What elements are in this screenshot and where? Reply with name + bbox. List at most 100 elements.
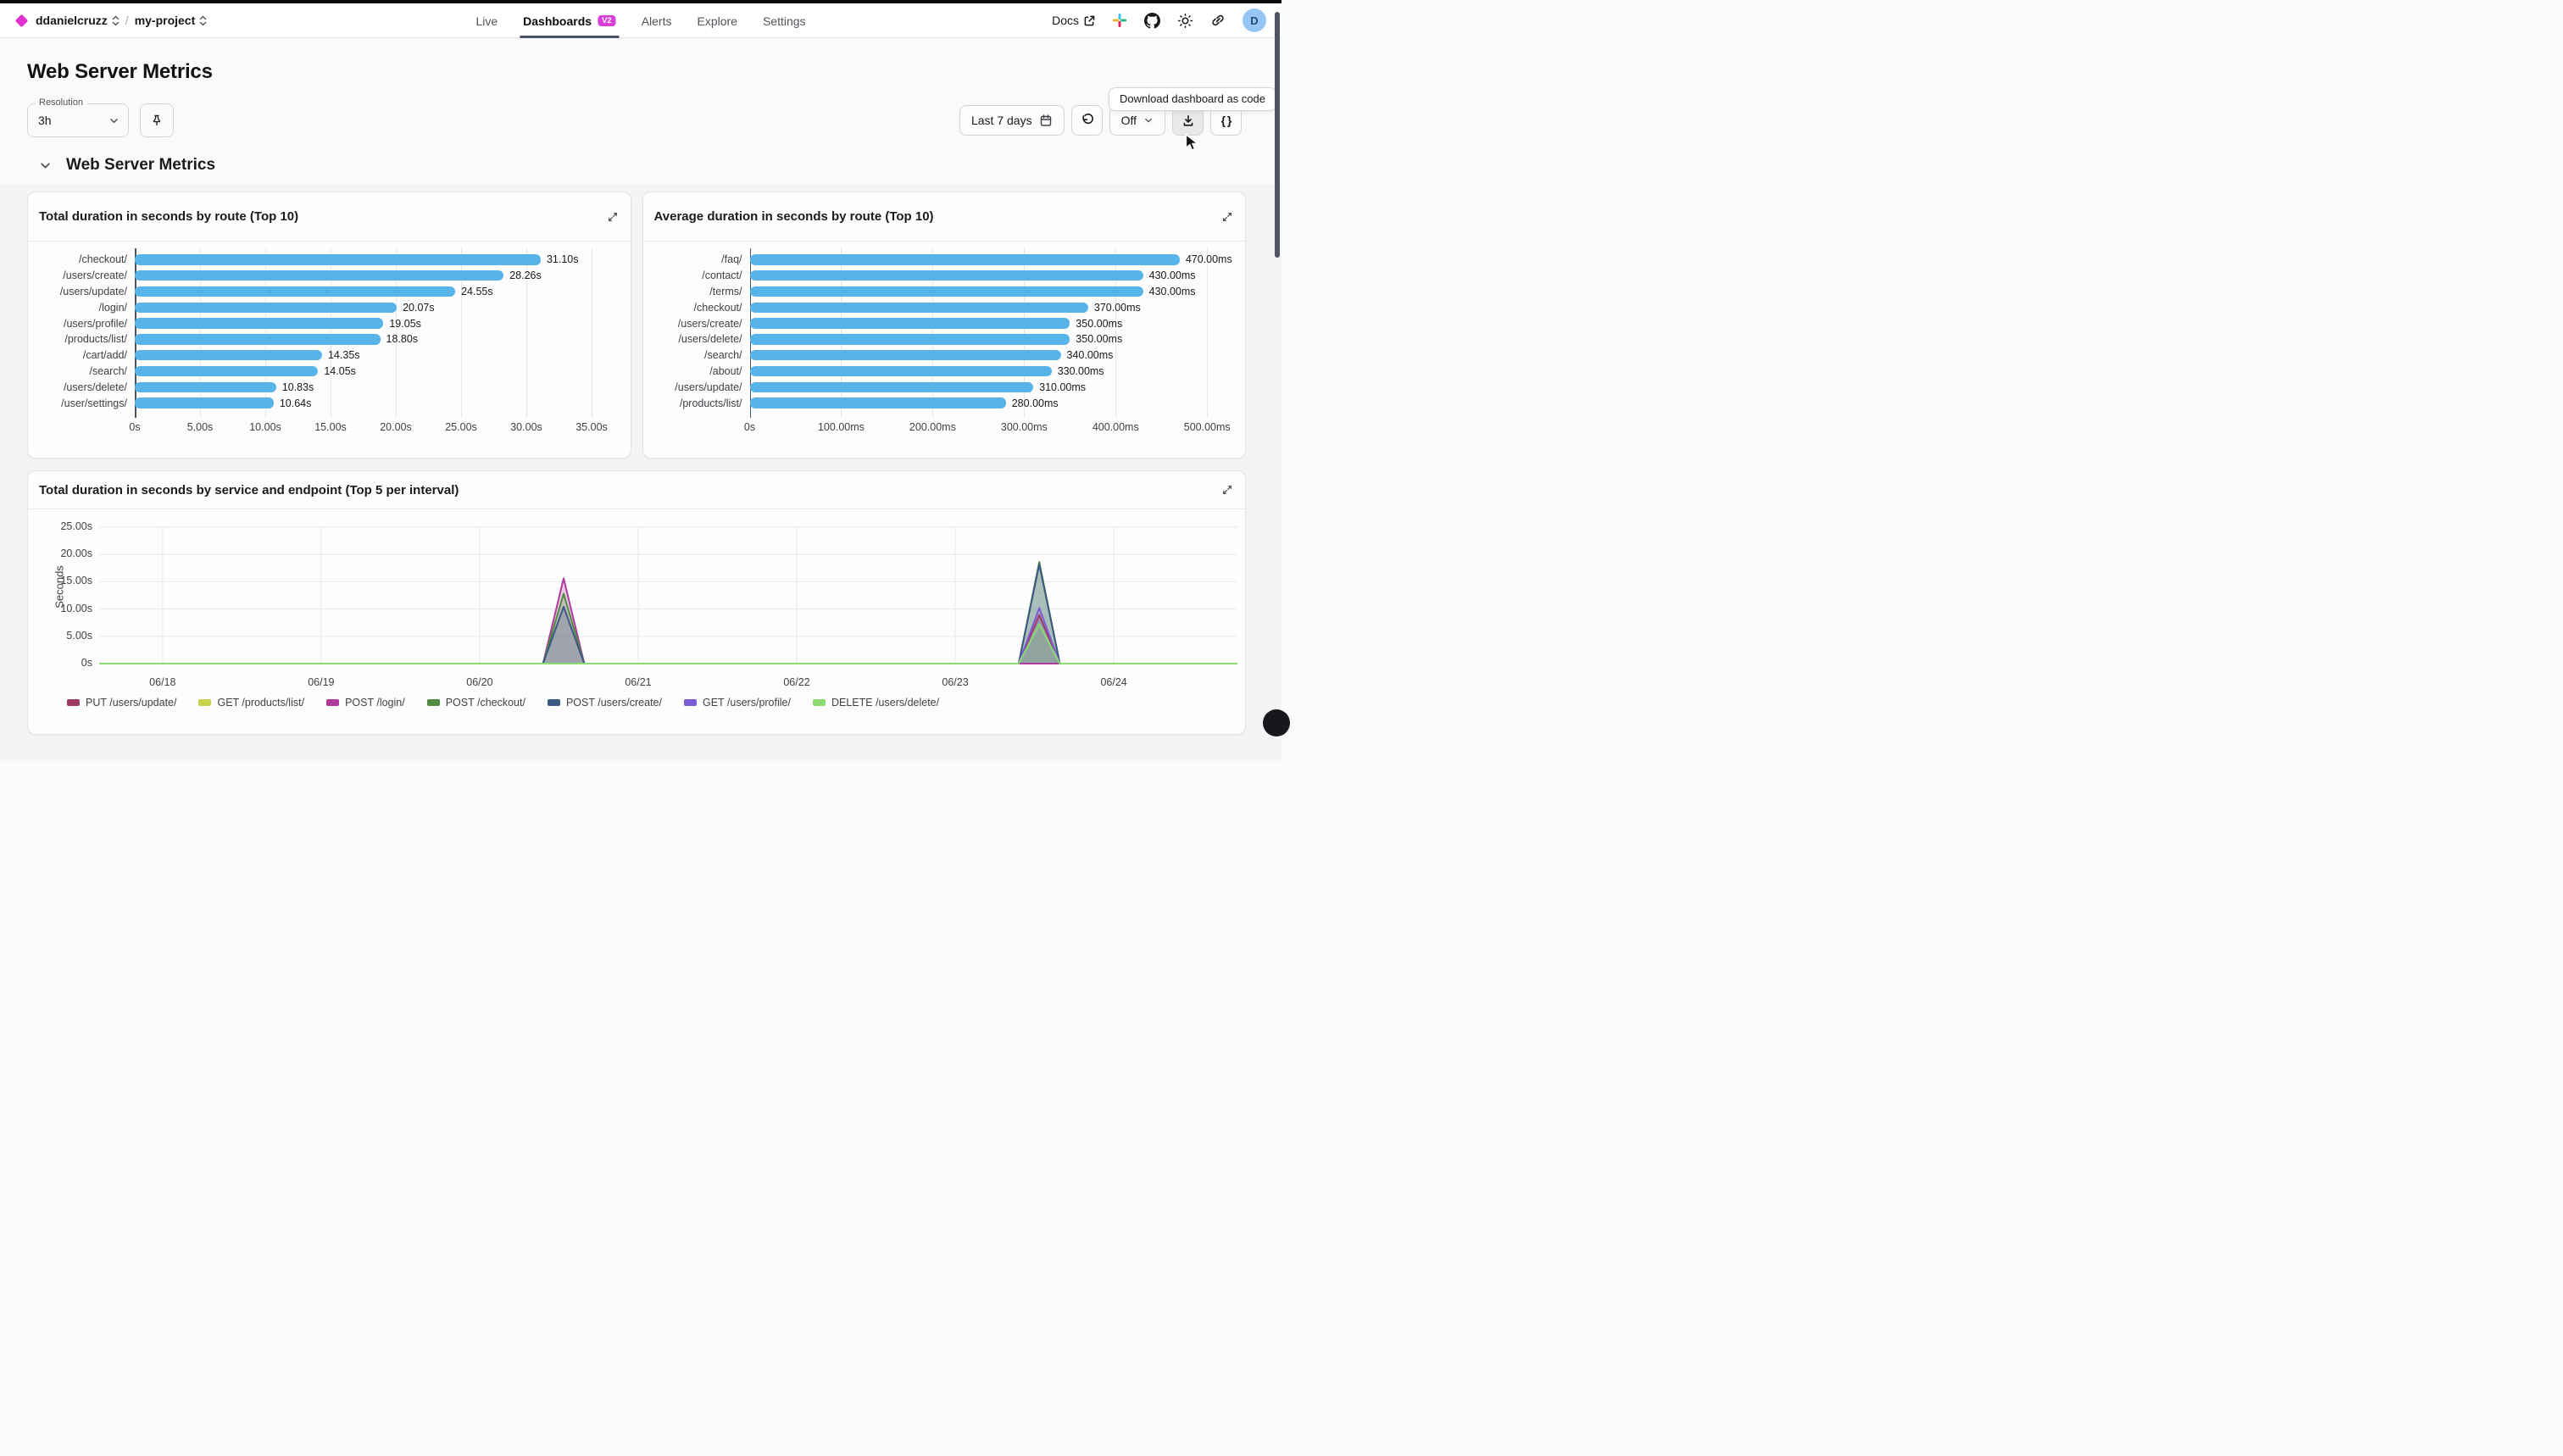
topbar: ddanielcruzz / my-project Live Dashboard…	[0, 3, 1282, 38]
bar[interactable]	[749, 334, 1070, 345]
bar[interactable]	[135, 254, 541, 265]
legend-item[interactable]: POST /users/create/	[547, 697, 662, 709]
tab-explore[interactable]: Explore	[697, 14, 737, 28]
x-tick-label: 300.00ms	[1000, 420, 1048, 433]
y-tick-label: 20.00s	[60, 547, 92, 560]
tab-dashboards[interactable]: Dashboards V2	[520, 3, 620, 38]
bar-plot-area: 470.00ms 430.00ms 430.00ms 370.00ms 350.00ms…	[749, 248, 1240, 418]
tab-live[interactable]: Live	[475, 14, 498, 28]
gridline	[841, 248, 842, 418]
bar[interactable]	[135, 381, 276, 393]
chevron-updown-icon	[199, 15, 207, 26]
x-tick-label: 15.00s	[314, 420, 347, 433]
legend-label: POST /checkout/	[445, 697, 525, 709]
axis-zero-line	[749, 248, 751, 418]
corner-widget[interactable]	[1263, 709, 1290, 736]
project-switcher[interactable]: my-project	[135, 14, 208, 27]
bar-category-label: /products/list/	[679, 397, 742, 409]
series-line	[99, 563, 1237, 664]
legend-label: POST /login/	[345, 697, 405, 709]
legend-item[interactable]: POST /login/	[326, 697, 405, 709]
category-labels: /checkout/ /users/create/ /users/update/ /l…	[28, 252, 135, 411]
docs-link[interactable]: Docs	[1052, 14, 1095, 27]
scrollbar-thumb[interactable]	[1275, 12, 1280, 258]
share-link-icon[interactable]	[1210, 13, 1226, 28]
resolution-label: Resolution	[36, 97, 86, 108]
tab-alerts[interactable]: Alerts	[641, 14, 672, 28]
legend-item[interactable]: POST /checkout/	[426, 697, 525, 709]
bar-row: 24.55s	[135, 284, 625, 300]
github-icon[interactable]	[1144, 12, 1160, 29]
legend-item[interactable]: GET /users/profile/	[683, 697, 791, 709]
page-title: Web Server Metrics	[27, 60, 213, 83]
bar[interactable]	[749, 254, 1180, 265]
legend-swatch	[326, 699, 340, 706]
resolution-select[interactable]: Resolution 3h	[27, 97, 129, 137]
expand-panel-icon[interactable]	[1221, 211, 1233, 223]
time-range-button[interactable]: Last 7 days	[959, 105, 1065, 136]
window-top-strip	[0, 0, 1282, 3]
expand-panel-icon[interactable]	[607, 211, 619, 223]
bar[interactable]	[749, 365, 1052, 377]
legend-item[interactable]: DELETE /users/delete/	[812, 697, 939, 709]
org-switcher[interactable]: ddanielcruzz	[36, 14, 120, 27]
panel-duration-by-service-endpoint: Total duration in seconds by service and…	[27, 470, 1246, 735]
bar[interactable]	[749, 397, 1006, 408]
user-avatar[interactable]: D	[1243, 8, 1266, 32]
legend-item[interactable]: GET /products/list/	[198, 697, 304, 709]
external-link-icon	[1084, 15, 1095, 26]
legend-label: PUT /users/update/	[86, 697, 177, 709]
bar-chart: /faq/ /contact/ /terms/ /checkout/ /users/cr…	[643, 248, 1246, 418]
legend-item[interactable]: PUT /users/update/	[67, 697, 176, 709]
bar[interactable]	[135, 397, 274, 408]
x-tick-label: 400.00ms	[1092, 420, 1139, 433]
bar[interactable]	[749, 381, 1034, 393]
calendar-icon	[1039, 114, 1053, 127]
panel-total-duration-by-route: Total duration in seconds by route (Top …	[27, 192, 631, 458]
x-tick-label: 500.00ms	[1183, 420, 1231, 433]
gridline	[200, 248, 201, 418]
x-tick-label: 06/24	[1100, 676, 1127, 688]
pin-time-button[interactable]	[140, 103, 174, 137]
bar[interactable]	[749, 302, 1088, 314]
bar-row: 14.35s	[135, 347, 625, 364]
tab-settings[interactable]: Settings	[762, 14, 806, 28]
refresh-button[interactable]	[1070, 105, 1103, 136]
series-area	[99, 614, 1237, 664]
collapse-chevron-icon[interactable]	[39, 159, 52, 172]
series-line	[99, 577, 1237, 664]
dashboard-toolbar: Resolution 3h Last 7 days Off	[27, 97, 1242, 137]
bar-category-label: /search/	[89, 364, 127, 377]
bar[interactable]	[749, 349, 1061, 361]
bar-category-label: /products/list/	[64, 333, 127, 346]
expand-panel-icon[interactable]	[1221, 484, 1233, 496]
bar-row: 10.64s	[135, 395, 625, 411]
panel-title: Total duration in seconds by service and…	[39, 482, 459, 497]
bar[interactable]	[749, 286, 1143, 297]
bar[interactable]	[135, 318, 384, 329]
bar-row: 350.00ms	[749, 315, 1240, 331]
bar-category-label: /about/	[709, 364, 742, 377]
bar-row: 330.00ms	[749, 364, 1240, 380]
bar[interactable]	[749, 270, 1143, 281]
panel-title: Average duration in seconds by route (To…	[653, 209, 934, 224]
breadcrumb: ddanielcruzz / my-project	[14, 14, 208, 27]
panel-header: Total duration in seconds by service and…	[28, 471, 1245, 509]
project-name: my-project	[134, 14, 196, 27]
section-header: Web Server Metrics	[39, 156, 1282, 175]
bar-category-label: /user/settings/	[61, 397, 127, 409]
area-chart-svg[interactable]	[99, 525, 1237, 666]
bar-value-label: 14.35s	[327, 349, 360, 362]
bar[interactable]	[135, 365, 319, 377]
series-line	[99, 623, 1237, 664]
bar[interactable]	[135, 286, 456, 297]
slack-icon[interactable]	[1112, 13, 1127, 28]
bar[interactable]	[749, 318, 1070, 329]
theme-sun-icon[interactable]	[1177, 13, 1193, 29]
bar[interactable]	[135, 349, 322, 361]
bar-chart-total-duration: /checkout/ /users/create/ /users/update/ /l…	[28, 248, 631, 440]
bar[interactable]	[135, 334, 381, 345]
series-line	[99, 561, 1237, 664]
bar[interactable]	[135, 302, 398, 314]
bar[interactable]	[135, 270, 504, 281]
